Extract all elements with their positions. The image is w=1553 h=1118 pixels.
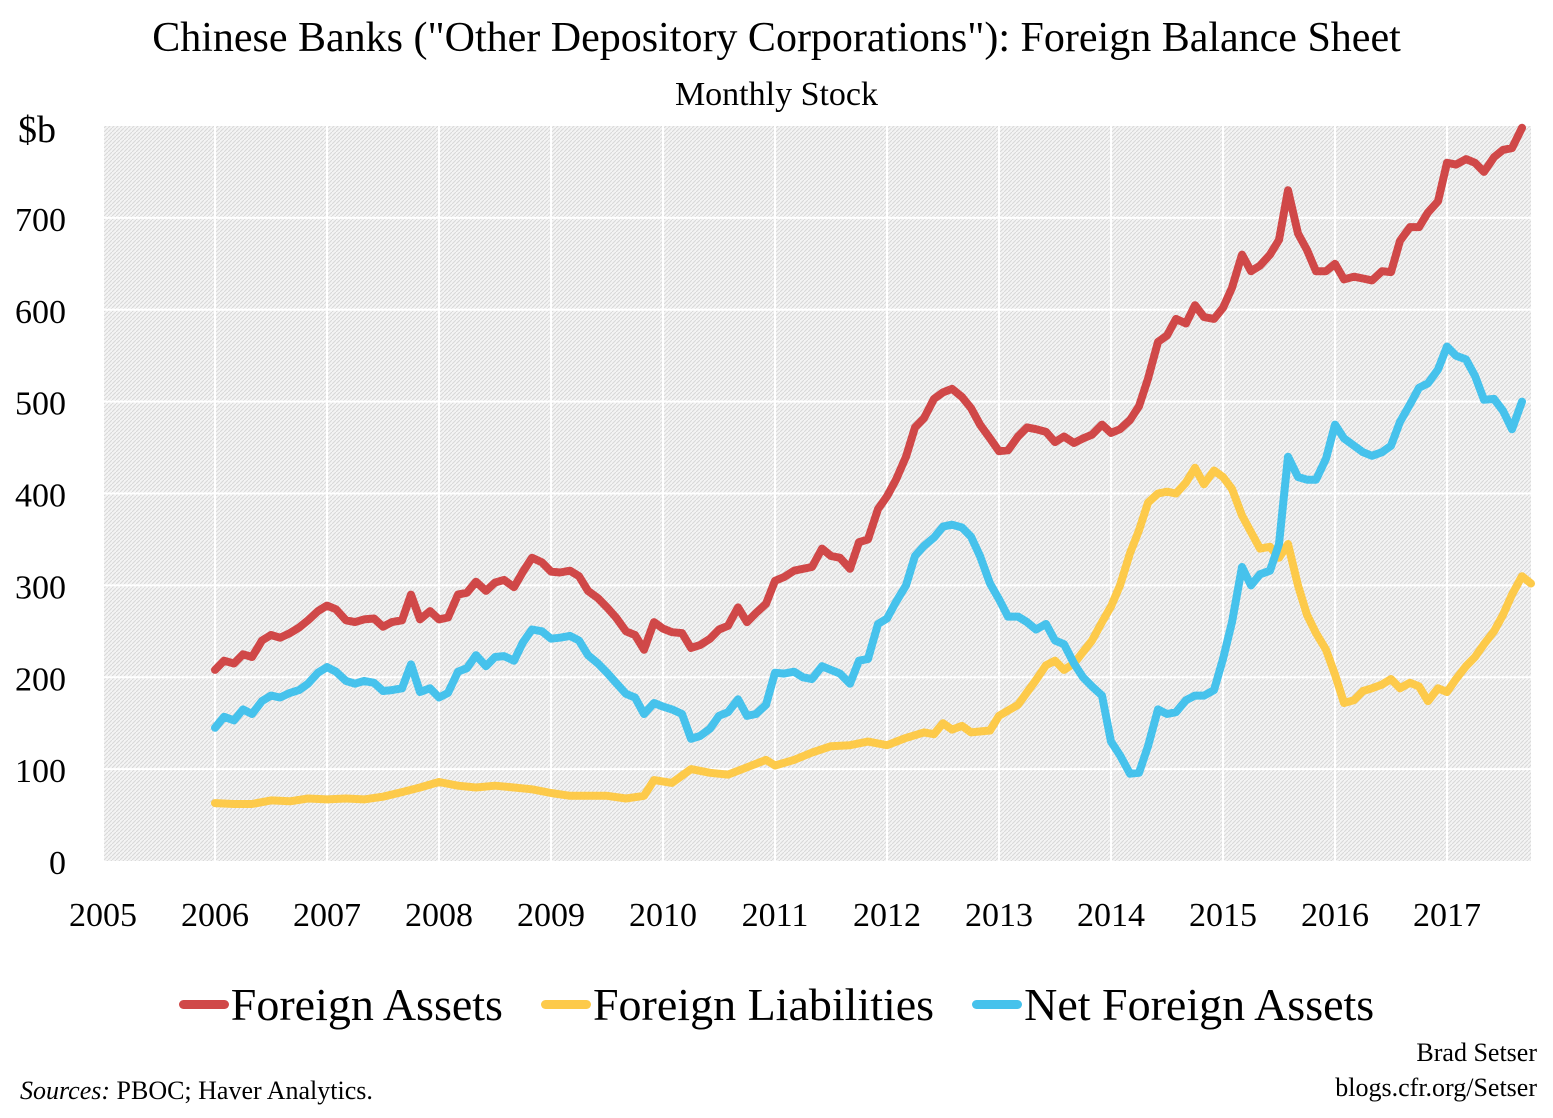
x-tick-label: 2014 bbox=[1077, 897, 1145, 934]
chart-subtitle: Monthly Stock bbox=[674, 76, 879, 113]
author-credit: Brad Setser bbox=[1416, 1038, 1537, 1067]
legend-swatch-foreign-assets bbox=[178, 1000, 229, 1009]
x-tick-label: 2006 bbox=[181, 897, 249, 934]
legend-item-foreign-liabilities: Foreign Liabilities bbox=[540, 978, 935, 1031]
legend-label-foreign-liabilities: Foreign Liabilities bbox=[592, 979, 935, 1030]
series-lines bbox=[211, 123, 1535, 808]
sources-note: Sources: PBOC; Haver Analytics. bbox=[20, 1076, 373, 1106]
legend-label-foreign-assets: Foreign Assets bbox=[230, 979, 503, 1030]
x-tick-label: 2013 bbox=[965, 897, 1033, 934]
y-axis: 0 100 200 300 400 500 600 700 bbox=[15, 202, 66, 882]
legend: Foreign Assets Foreign Liabilities Net F… bbox=[0, 978, 1553, 1031]
x-tick-label: 2015 bbox=[1189, 897, 1257, 934]
y-tick-label: 300 bbox=[15, 569, 66, 606]
legend-label-net-foreign-assets: Net Foreign Assets bbox=[1024, 979, 1375, 1030]
y-tick-label: 200 bbox=[15, 661, 66, 698]
legend-item-foreign-assets: Foreign Assets bbox=[178, 978, 503, 1031]
y-axis-label: $b bbox=[18, 109, 56, 151]
series-line-foreign-liabilities bbox=[211, 463, 1535, 808]
x-tick-label: 2012 bbox=[853, 897, 921, 934]
y-tick-label: 400 bbox=[15, 478, 66, 515]
x-tick-label: 2008 bbox=[405, 897, 473, 934]
chart-title: Chinese Banks ("Other Depository Corpora… bbox=[152, 15, 1401, 61]
x-tick-label: 2017 bbox=[1413, 897, 1481, 934]
y-tick-label: 0 bbox=[49, 845, 66, 882]
y-tick-label: 700 bbox=[15, 202, 66, 239]
sources-label: Sources: bbox=[20, 1076, 111, 1105]
y-tick-label: 600 bbox=[15, 294, 66, 331]
blog-url: blogs.cfr.org/Setser bbox=[1335, 1073, 1537, 1102]
legend-swatch-foreign-liabilities bbox=[540, 1000, 591, 1009]
legend-item-net-foreign-assets: Net Foreign Assets bbox=[972, 978, 1374, 1031]
x-tick-label: 2005 bbox=[69, 897, 137, 934]
x-tick-label: 2016 bbox=[1301, 897, 1369, 934]
legend-swatch-net-foreign-assets bbox=[972, 1000, 1023, 1009]
x-axis: 2005 2006 2007 2008 2009 2010 2011 2012 2013 2014… bbox=[69, 897, 1481, 934]
sources-text: PBOC; Haver Analytics. bbox=[110, 1076, 373, 1105]
x-tick-label: 2010 bbox=[629, 897, 697, 934]
series-line-foreign-assets bbox=[211, 123, 1526, 674]
x-tick-label: 2007 bbox=[293, 897, 361, 934]
x-tick-label: 2009 bbox=[517, 897, 585, 934]
y-tick-label: 100 bbox=[15, 753, 66, 790]
x-tick-label: 2011 bbox=[742, 897, 809, 934]
y-tick-label: 500 bbox=[15, 386, 66, 423]
series-line-net-foreign-assets bbox=[211, 342, 1526, 778]
